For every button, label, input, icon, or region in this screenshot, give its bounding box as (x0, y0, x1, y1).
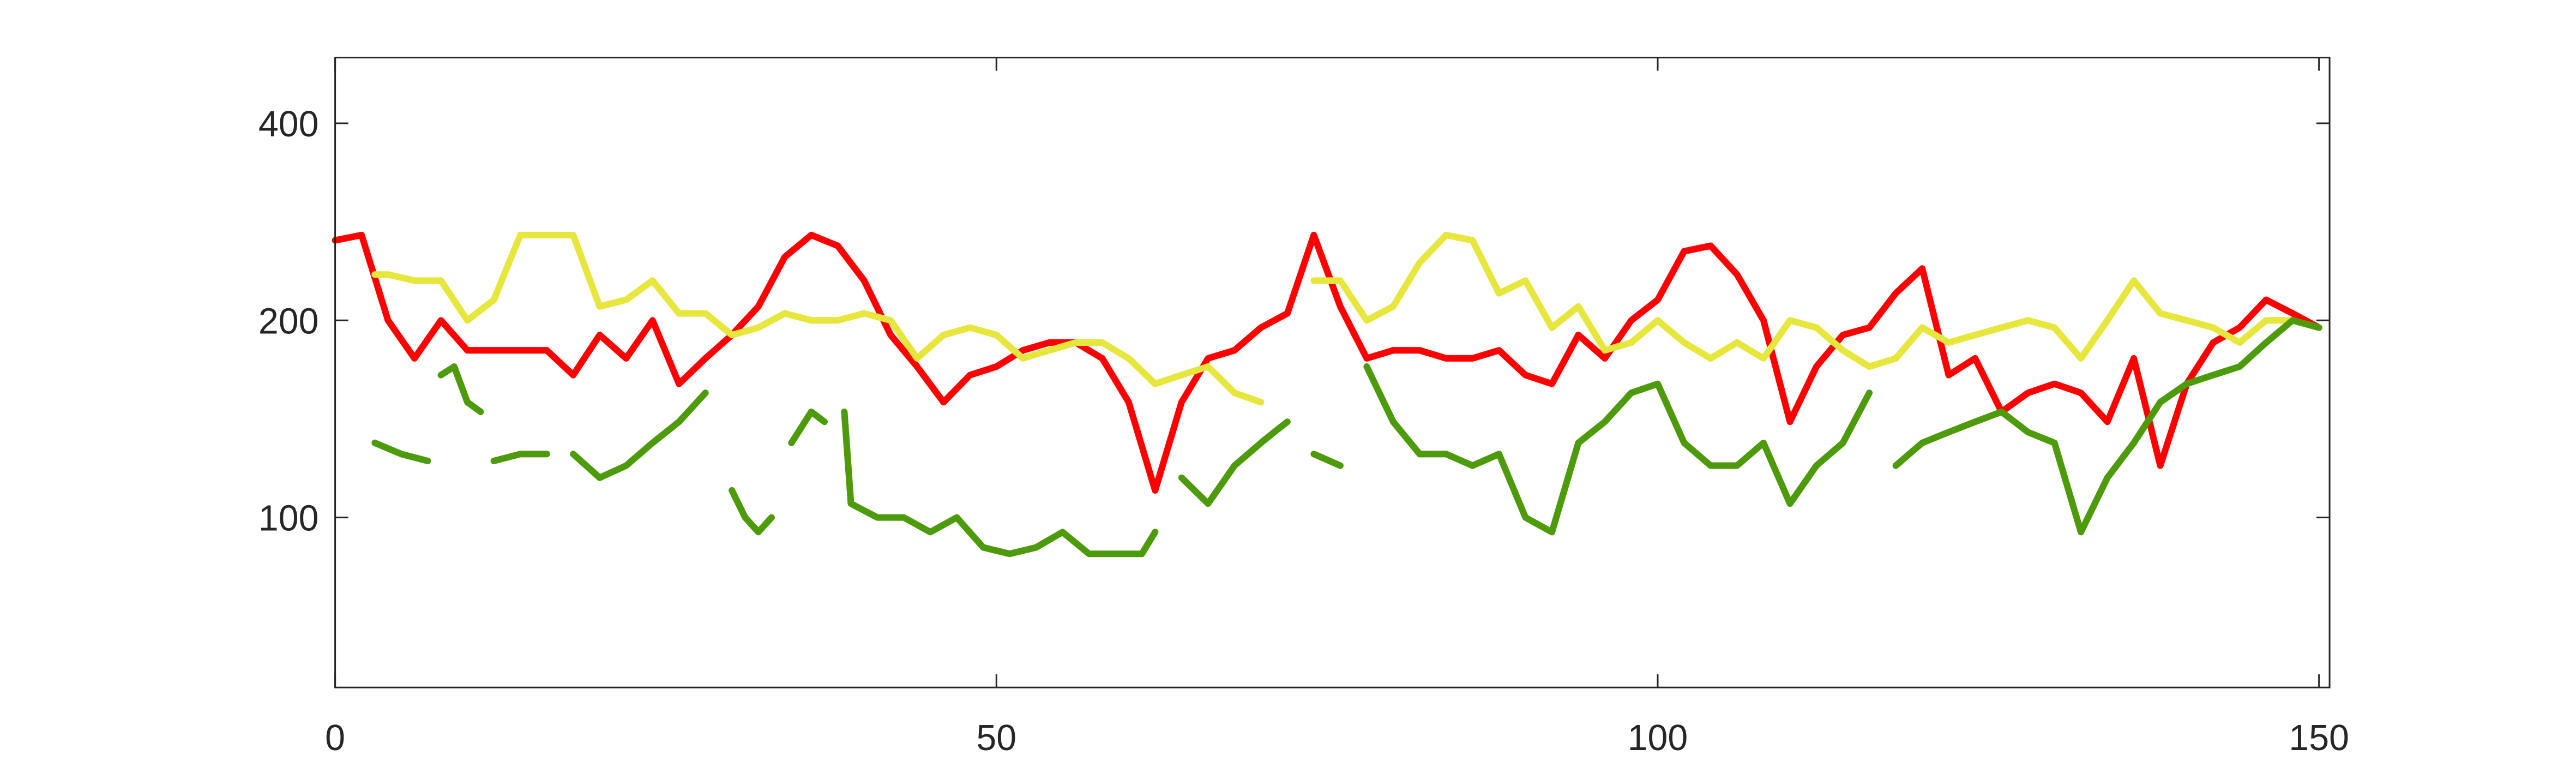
axes-box (334, 57, 2331, 688)
x-tick-label: 0 (325, 718, 345, 758)
y-tick-label: 100 (258, 499, 319, 539)
x-tick-label: 100 (1628, 718, 1688, 758)
series-line (371, 231, 2322, 406)
x-tick-label: 50 (976, 718, 1016, 758)
x-tick-label: 150 (2289, 718, 2349, 758)
plot-lines (332, 231, 2322, 558)
series-line (371, 317, 2322, 558)
series-line (332, 231, 2322, 494)
y-tick-label: 400 (258, 104, 319, 145)
y-tick-label: 200 (258, 301, 319, 341)
